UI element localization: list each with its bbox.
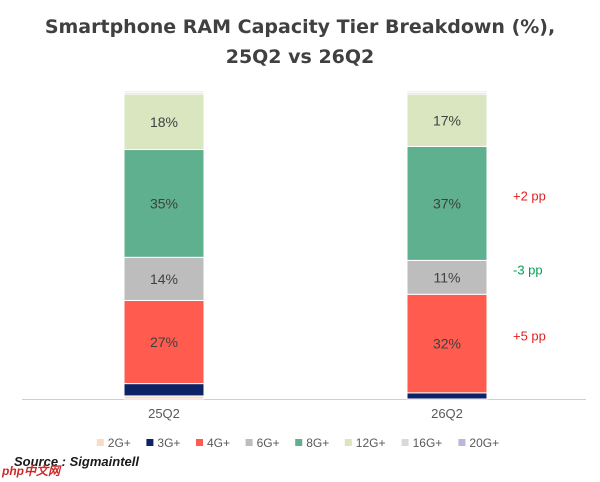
data-label-25q2-6gplus: 14% bbox=[150, 271, 178, 287]
legend-swatch-20gplus bbox=[458, 439, 466, 446]
bar-segment-26q2-8gplus bbox=[406, 145, 488, 261]
bar-segment-26q2-20gplus bbox=[406, 90, 488, 93]
legend-swatch-3gplus bbox=[146, 439, 154, 446]
legend-swatch-6gplus bbox=[245, 439, 253, 446]
legend-label-12gplus: 12G+ bbox=[356, 436, 386, 450]
legend-label-3gplus: 3G+ bbox=[157, 436, 180, 450]
bar-segment-25q2-6gplus bbox=[123, 256, 205, 301]
legend-label-6gplus: 6G+ bbox=[257, 436, 280, 450]
chart-title-line-1: Smartphone RAM Capacity Tier Breakdown (… bbox=[44, 16, 556, 38]
data-label-26q2-6gplus: 11% bbox=[434, 269, 461, 285]
legend-swatch-12gplus bbox=[344, 439, 352, 446]
legend-label-2gplus: 2G+ bbox=[108, 436, 131, 450]
bar-segment-26q2-12gplus bbox=[406, 93, 488, 147]
data-label-26q2-8gplus: 37% bbox=[433, 195, 461, 211]
chart-title: Smartphone RAM Capacity Tier Breakdown (… bbox=[0, 12, 600, 72]
change-annotation-6gplus: -3 pp bbox=[513, 262, 543, 277]
legend-swatch-16gplus bbox=[401, 439, 409, 446]
data-label-26q2-12gplus: 17% bbox=[433, 112, 461, 128]
legend-swatch-2gplus bbox=[96, 439, 104, 446]
bar-segment-26q2-6gplus bbox=[406, 259, 488, 295]
x-tick-label-25q2: 25Q2 bbox=[148, 406, 180, 421]
legend-label-8gplus: 8G+ bbox=[306, 436, 329, 450]
data-label-25q2-12gplus: 18% bbox=[150, 114, 178, 130]
source-note: Source : Sigmaintell bbox=[14, 454, 139, 469]
legend-label-16gplus: 16G+ bbox=[413, 436, 443, 450]
legend-label-4gplus: 4G+ bbox=[207, 436, 230, 450]
change-annotation-4gplus: +5 pp bbox=[513, 329, 546, 344]
legend-label-20gplus: 20G+ bbox=[469, 436, 499, 450]
chart-title-line-2: 25Q2 vs 26Q2 bbox=[225, 46, 375, 68]
x-tick-label-26q2: 26Q2 bbox=[431, 406, 463, 421]
watermark-logo: php中文网 bbox=[2, 464, 60, 478]
bar-segment-25q2-4gplus bbox=[123, 299, 205, 385]
legend-swatch-4gplus bbox=[196, 439, 203, 446]
change-annotation-8gplus: +2 pp bbox=[513, 188, 546, 203]
data-label-25q2-8gplus: 35% bbox=[150, 195, 178, 211]
bar-segment-26q2-3gplus bbox=[406, 392, 488, 400]
bar-segment-25q2-20gplus bbox=[123, 90, 205, 93]
legend-swatch-8gplus bbox=[295, 439, 303, 446]
data-label-25q2-4gplus: 27% bbox=[150, 334, 178, 350]
bar-segment-25q2-3gplus bbox=[123, 383, 205, 397]
data-label-26q2-4gplus: 32% bbox=[433, 336, 461, 352]
bar-segment-25q2-8gplus bbox=[123, 149, 205, 258]
